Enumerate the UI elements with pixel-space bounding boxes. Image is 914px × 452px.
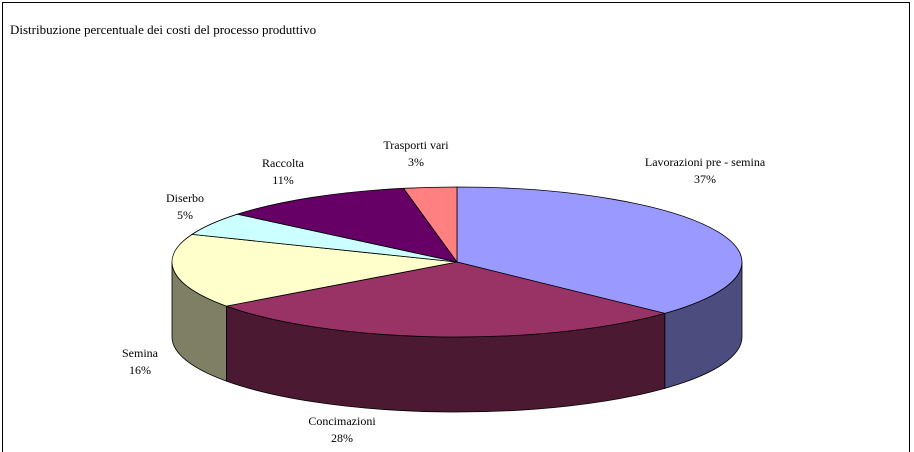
chart-title: Distribuzione percentuale dei costi del … — [10, 22, 316, 37]
slice-label: Semina — [122, 346, 159, 360]
slice-value-label: 11% — [272, 173, 294, 187]
slice-label: Concimazioni — [308, 414, 376, 428]
slice-value-label: 5% — [177, 208, 193, 222]
slice-value-label: 16% — [129, 363, 151, 377]
pie-slice — [171, 233, 458, 307]
pie-slice — [235, 187, 458, 263]
pie-slice — [456, 186, 743, 314]
slice-label: Raccolta — [262, 156, 305, 170]
slice-label: Trasporti vari — [383, 138, 449, 152]
slice-value-label: 3% — [408, 155, 424, 169]
slice-value-label: 28% — [331, 431, 353, 445]
slice-label: Diserbo — [166, 191, 204, 205]
pie-slice — [402, 186, 458, 264]
slice-value-label: 37% — [694, 172, 716, 186]
slice-label: Lavorazioni pre - semina — [645, 155, 766, 169]
pie-slice — [224, 261, 667, 338]
